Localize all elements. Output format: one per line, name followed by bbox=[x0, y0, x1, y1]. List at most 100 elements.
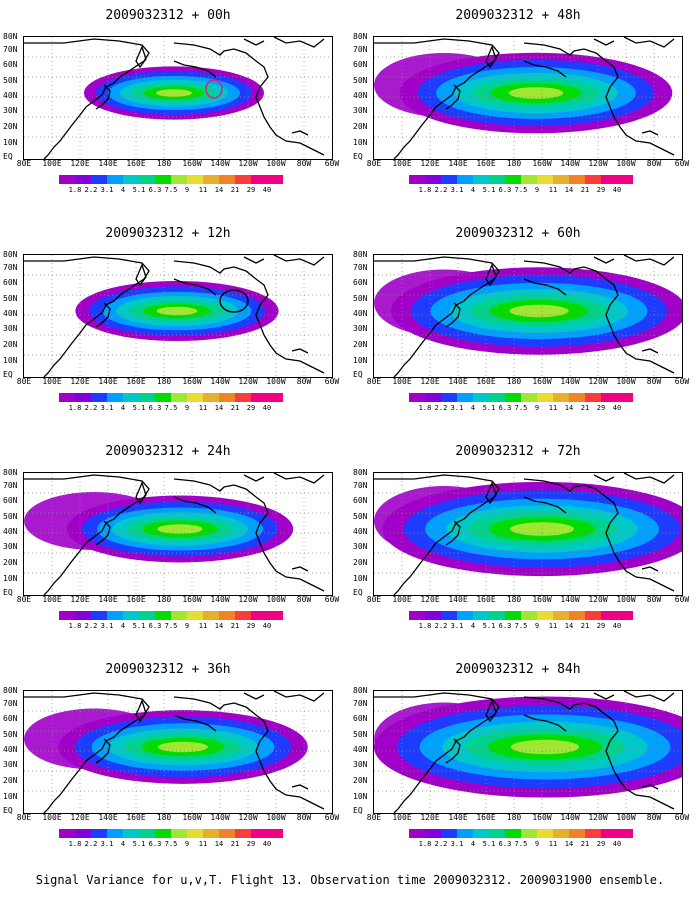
lat-label: 60N bbox=[353, 714, 368, 723]
lon-label: 120E bbox=[70, 595, 90, 604]
panel-title: 2009032312 + 00h bbox=[105, 8, 231, 23]
legend-swatch bbox=[91, 393, 107, 402]
legend-swatch bbox=[107, 829, 123, 838]
lon-label: 80E bbox=[366, 595, 382, 604]
lon-label: 180 bbox=[506, 159, 522, 168]
legend-swatch bbox=[171, 393, 187, 402]
legend-label: 6.3 bbox=[148, 622, 162, 630]
legend-label: 5.1 bbox=[132, 840, 146, 848]
legend-label: 21 bbox=[230, 622, 240, 630]
legend-label: 9 bbox=[184, 186, 190, 194]
color-legend bbox=[409, 611, 633, 620]
legend-swatch bbox=[617, 393, 633, 402]
legend-label: 11 bbox=[198, 186, 208, 194]
legend-label: 7.5 bbox=[164, 622, 178, 630]
lon-label: 100E bbox=[42, 813, 62, 822]
lat-label: 40N bbox=[3, 527, 18, 536]
lat-label: EQ bbox=[353, 806, 363, 815]
legend-label: 6.3 bbox=[498, 404, 512, 412]
color-legend bbox=[59, 829, 283, 838]
map-canvas bbox=[374, 255, 682, 377]
lat-label: 60N bbox=[3, 496, 18, 505]
legend-swatch bbox=[521, 829, 537, 838]
legend-swatch bbox=[187, 175, 203, 184]
lat-label: 70N bbox=[353, 45, 368, 54]
coastline bbox=[173, 278, 217, 296]
legend-label: 40 bbox=[262, 622, 272, 630]
legend-swatch bbox=[251, 393, 267, 402]
legend-label: 3.1 bbox=[100, 840, 114, 848]
legend-label: 5.1 bbox=[482, 404, 496, 412]
lon-label: 100W bbox=[616, 159, 636, 168]
lon-label: 160W bbox=[182, 595, 202, 604]
legend-swatch bbox=[123, 393, 139, 402]
legend-swatch bbox=[473, 393, 489, 402]
panel-title: 2009032312 + 12h bbox=[105, 226, 231, 241]
legend-label: 4 bbox=[120, 622, 126, 630]
lon-label: 100W bbox=[266, 813, 286, 822]
lat-label: 40N bbox=[353, 309, 368, 318]
legend-swatch bbox=[203, 611, 219, 620]
lon-label: 180 bbox=[506, 595, 522, 604]
legend-swatch bbox=[489, 611, 505, 620]
lon-label: 80W bbox=[296, 813, 312, 822]
legend-swatch bbox=[123, 829, 139, 838]
legend-label: 21 bbox=[580, 622, 590, 630]
lat-label: 50N bbox=[353, 730, 368, 739]
lon-label: 160W bbox=[182, 813, 202, 822]
legend-swatch bbox=[441, 829, 457, 838]
lat-label: 20N bbox=[353, 122, 368, 131]
legend-swatch bbox=[617, 829, 633, 838]
coastline bbox=[291, 348, 309, 354]
lon-label: 160E bbox=[476, 595, 496, 604]
lon-label: 140E bbox=[448, 377, 468, 386]
coastline bbox=[243, 38, 265, 46]
coastline bbox=[173, 260, 325, 374]
lon-label: 100W bbox=[266, 595, 286, 604]
coastline bbox=[641, 130, 659, 136]
legend-label: 6.3 bbox=[148, 186, 162, 194]
lat-label: 30N bbox=[3, 542, 18, 551]
legend-swatch bbox=[107, 611, 123, 620]
lon-label: 120E bbox=[420, 595, 440, 604]
lat-label: 40N bbox=[3, 91, 18, 100]
lat-label: 80N bbox=[3, 468, 18, 477]
lat-label: 60N bbox=[353, 496, 368, 505]
legend-swatch bbox=[617, 611, 633, 620]
legend-swatch bbox=[203, 829, 219, 838]
legend-swatch bbox=[473, 611, 489, 620]
lon-label: 160E bbox=[476, 813, 496, 822]
variance-contour bbox=[508, 87, 564, 99]
lon-label: 160W bbox=[532, 159, 552, 168]
legend-label: 11 bbox=[198, 404, 208, 412]
lon-label: 140E bbox=[98, 813, 118, 822]
legend-swatch bbox=[267, 829, 283, 838]
legend-swatch bbox=[219, 829, 235, 838]
lat-label: 50N bbox=[3, 730, 18, 739]
legend-label: 2.2 bbox=[84, 622, 98, 630]
legend-swatch bbox=[187, 829, 203, 838]
lon-label: 160E bbox=[476, 159, 496, 168]
legend-swatch bbox=[521, 175, 537, 184]
coastline bbox=[523, 60, 567, 78]
coastline bbox=[593, 692, 615, 700]
legend-swatch bbox=[91, 175, 107, 184]
legend-swatch bbox=[59, 829, 75, 838]
legend-swatch bbox=[171, 829, 187, 838]
legend-swatch bbox=[267, 175, 283, 184]
coastline bbox=[291, 130, 309, 136]
legend-swatch bbox=[553, 611, 569, 620]
lat-label: 20N bbox=[3, 776, 18, 785]
legend-label: 6.3 bbox=[498, 840, 512, 848]
legend-swatch bbox=[409, 393, 425, 402]
legend-swatch bbox=[505, 611, 521, 620]
legend-label: 4 bbox=[470, 622, 476, 630]
lat-label: 20N bbox=[353, 776, 368, 785]
coastline bbox=[485, 699, 497, 723]
legend-label: 5.1 bbox=[132, 186, 146, 194]
legend-swatch bbox=[155, 175, 171, 184]
color-legend bbox=[409, 393, 633, 402]
legend-swatch bbox=[171, 175, 187, 184]
legend-label: 40 bbox=[612, 622, 622, 630]
lon-label: 140W bbox=[560, 813, 580, 822]
